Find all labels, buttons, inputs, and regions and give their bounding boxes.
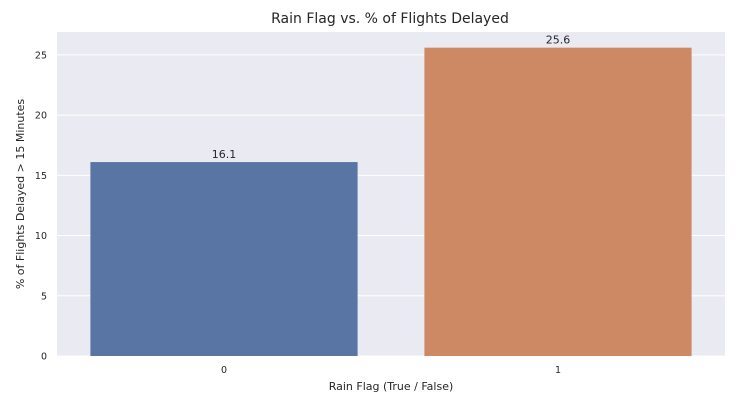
x-axis-label: Rain Flag (True / False) — [329, 380, 454, 393]
chart-title: Rain Flag vs. % of Flights Delayed — [271, 11, 509, 27]
tick-labels: 0 5 10 15 20 25 0 1 — [35, 50, 561, 376]
y-axis-label: % of Flights Delayed > 15 Minutes — [14, 99, 27, 290]
y-tick-label: 15 — [35, 171, 47, 182]
bar-value-label: 16.1 — [212, 148, 237, 161]
bar — [424, 47, 692, 357]
bars: 16.1 25.6 — [90, 34, 692, 357]
y-tick-label: 0 — [41, 352, 47, 363]
y-tick-label: 20 — [35, 111, 47, 122]
x-tick-label: 1 — [555, 365, 561, 376]
x-tick-label: 0 — [221, 365, 227, 376]
bar-value-label: 25.6 — [546, 34, 571, 47]
y-tick-label: 25 — [35, 50, 47, 61]
bar — [90, 162, 358, 356]
y-tick-label: 10 — [35, 231, 47, 242]
y-tick-label: 5 — [41, 291, 47, 302]
